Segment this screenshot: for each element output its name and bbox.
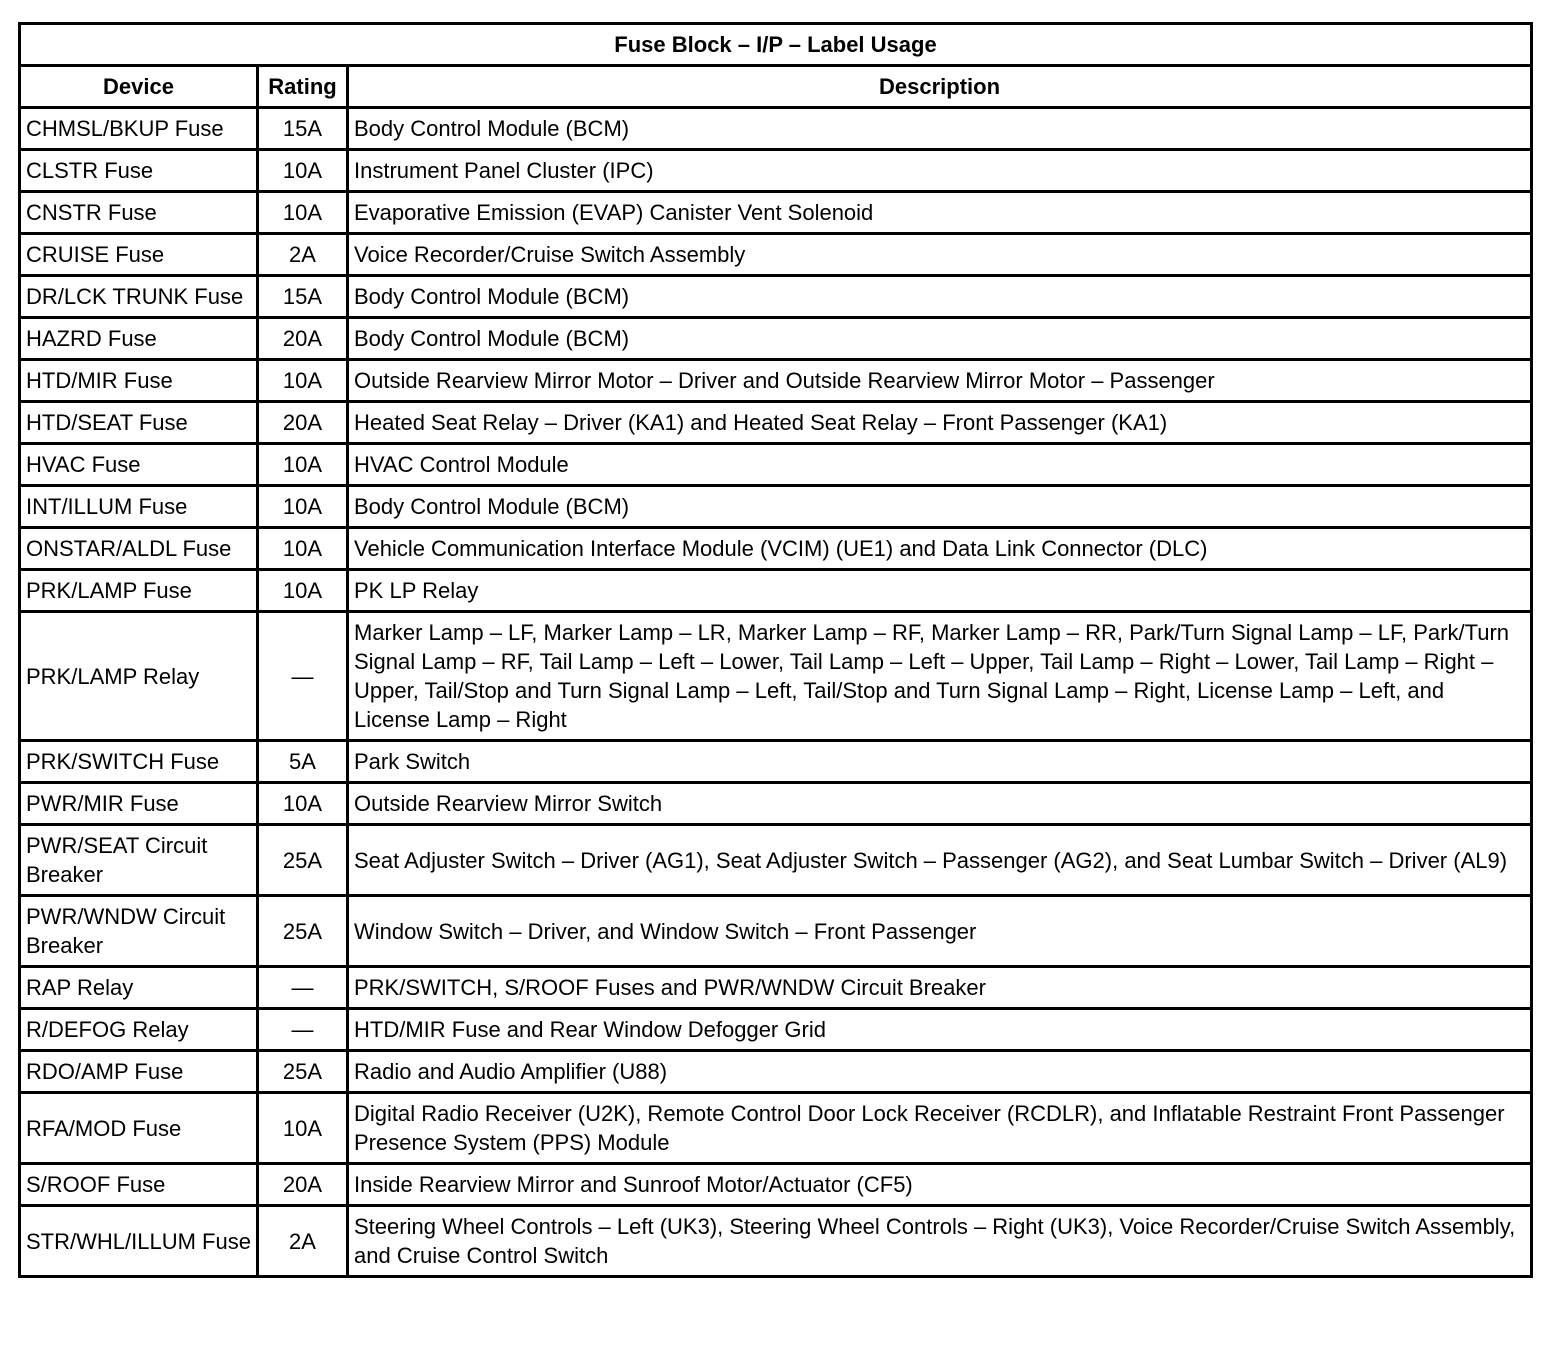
header-description: Description — [346, 64, 1533, 109]
table-row: PWR/WNDW Circuit Breaker 25A Window Switch… — [18, 894, 1533, 968]
description-cell: Body Control Module (BCM) — [346, 316, 1533, 361]
description-cell: Vehicle Communication Interface Module (… — [346, 526, 1533, 571]
rating-cell: 5A — [256, 739, 349, 784]
rating-cell: 10A — [256, 781, 349, 826]
rating-cell: 10A — [256, 358, 349, 403]
device-cell: CLSTR Fuse — [18, 148, 259, 193]
table-row: STR/WHL/ILLUM Fuse 2A Steering Wheel Contr… — [18, 1204, 1533, 1278]
description-cell: PRK/SWITCH, S/ROOF Fuses and PWR/WNDW Ci… — [346, 965, 1533, 1010]
description-cell: Instrument Panel Cluster (IPC) — [346, 148, 1533, 193]
device-cell: RAP Relay — [18, 965, 259, 1010]
device-cell: PRK/SWITCH Fuse — [18, 739, 259, 784]
header-rating: Rating — [256, 64, 349, 109]
table-row: HTD/MIR Fuse 10A Outside Rearview Mirror M… — [18, 358, 1533, 403]
rating-cell: 2A — [256, 1204, 349, 1278]
device-cell: INT/ILLUM Fuse — [18, 484, 259, 529]
table-row: PWR/SEAT Circuit Breaker 25A Seat Adjuster… — [18, 823, 1533, 897]
rating-cell: 10A — [256, 484, 349, 529]
rating-cell: 25A — [256, 1049, 349, 1094]
table-row: RDO/AMP Fuse 25A Radio and Audio Amplifier… — [18, 1049, 1533, 1094]
device-cell: RFA/MOD Fuse — [18, 1091, 259, 1165]
device-cell: HAZRD Fuse — [18, 316, 259, 361]
device-cell: HVAC Fuse — [18, 442, 259, 487]
table-row: ONSTAR/ALDL Fuse 10A Vehicle Communication… — [18, 526, 1533, 571]
rating-cell: 15A — [256, 106, 349, 151]
rating-cell: 2A — [256, 232, 349, 277]
table-row: RFA/MOD Fuse 10A Digital Radio Receiver (U… — [18, 1091, 1533, 1165]
description-cell: Digital Radio Receiver (U2K), Remote Con… — [346, 1091, 1533, 1165]
table-row: DR/LCK TRUNK Fuse 15A Body Control Module … — [18, 274, 1533, 319]
description-cell: Steering Wheel Controls – Left (UK3), St… — [346, 1204, 1533, 1278]
table-title: Fuse Block – I/P – Label Usage — [18, 22, 1533, 67]
rating-cell: 15A — [256, 274, 349, 319]
device-cell: PWR/SEAT Circuit Breaker — [18, 823, 259, 897]
table-row: HTD/SEAT Fuse 20A Heated Seat Relay – Driv… — [18, 400, 1533, 445]
table-row: PRK/LAMP Relay — Marker Lamp – LF, Marker … — [18, 610, 1533, 742]
rating-cell: 10A — [256, 526, 349, 571]
device-cell: CNSTR Fuse — [18, 190, 259, 235]
device-cell: STR/WHL/ILLUM Fuse — [18, 1204, 259, 1278]
rating-cell: 20A — [256, 400, 349, 445]
device-cell: RDO/AMP Fuse — [18, 1049, 259, 1094]
rating-cell: 10A — [256, 1091, 349, 1165]
device-cell: R/DEFOG Relay — [18, 1007, 259, 1052]
rating-cell: 10A — [256, 568, 349, 613]
rating-cell: 10A — [256, 442, 349, 487]
header-device: Device — [18, 64, 259, 109]
description-cell: Outside Rearview Mirror Switch — [346, 781, 1533, 826]
description-cell: Outside Rearview Mirror Motor – Driver a… — [346, 358, 1533, 403]
rating-cell: — — [256, 1007, 349, 1052]
description-cell: Body Control Module (BCM) — [346, 106, 1533, 151]
table-row: INT/ILLUM Fuse 10A Body Control Module (BC… — [18, 484, 1533, 529]
device-cell: DR/LCK TRUNK Fuse — [18, 274, 259, 319]
table-row: PWR/MIR Fuse 10A Outside Rearview Mirror S… — [18, 781, 1533, 826]
table-row: RAP Relay — PRK/SWITCH, S/ROOF Fuses and P… — [18, 965, 1533, 1010]
device-cell: HTD/MIR Fuse — [18, 358, 259, 403]
table-row: CRUISE Fuse 2A Voice Recorder/Cruise Switc… — [18, 232, 1533, 277]
table-row: S/ROOF Fuse 20A Inside Rearview Mirror and… — [18, 1162, 1533, 1207]
device-cell: PWR/WNDW Circuit Breaker — [18, 894, 259, 968]
device-cell: PRK/LAMP Fuse — [18, 568, 259, 613]
description-cell: Seat Adjuster Switch – Driver (AG1), Sea… — [346, 823, 1533, 897]
description-cell: Marker Lamp – LF, Marker Lamp – LR, Mark… — [346, 610, 1533, 742]
fuse-label-usage-table: Fuse Block – I/P – Label Usage Device Ra… — [18, 22, 1533, 1278]
table-row: CNSTR Fuse 10A Evaporative Emission (EVAP)… — [18, 190, 1533, 235]
device-cell: PWR/MIR Fuse — [18, 781, 259, 826]
rating-cell: 10A — [256, 148, 349, 193]
description-cell: Inside Rearview Mirror and Sunroof Motor… — [346, 1162, 1533, 1207]
table-row: R/DEFOG Relay — HTD/MIR Fuse and Rear Wind… — [18, 1007, 1533, 1052]
device-cell: CHMSL/BKUP Fuse — [18, 106, 259, 151]
device-cell: S/ROOF Fuse — [18, 1162, 259, 1207]
description-cell: Window Switch – Driver, and Window Switc… — [346, 894, 1533, 968]
rating-cell: 20A — [256, 1162, 349, 1207]
device-cell: HTD/SEAT Fuse — [18, 400, 259, 445]
rating-cell: — — [256, 610, 349, 742]
table-row: CHMSL/BKUP Fuse 15A Body Control Module (B… — [18, 106, 1533, 151]
description-cell: Evaporative Emission (EVAP) Canister Ven… — [346, 190, 1533, 235]
rating-cell: 10A — [256, 190, 349, 235]
device-cell: PRK/LAMP Relay — [18, 610, 259, 742]
description-cell: PK LP Relay — [346, 568, 1533, 613]
table-row: HAZRD Fuse 20A Body Control Module (BCM) — [18, 316, 1533, 361]
description-cell: Voice Recorder/Cruise Switch Assembly — [346, 232, 1533, 277]
description-cell: Heated Seat Relay – Driver (KA1) and Hea… — [346, 400, 1533, 445]
device-cell: CRUISE Fuse — [18, 232, 259, 277]
rating-cell: 25A — [256, 823, 349, 897]
description-cell: Park Switch — [346, 739, 1533, 784]
table-row: CLSTR Fuse 10A Instrument Panel Cluster (I… — [18, 148, 1533, 193]
rating-cell: 20A — [256, 316, 349, 361]
rating-cell: — — [256, 965, 349, 1010]
table-row: PRK/LAMP Fuse 10A PK LP Relay — [18, 568, 1533, 613]
rating-cell: 25A — [256, 894, 349, 968]
device-cell: ONSTAR/ALDL Fuse — [18, 526, 259, 571]
table-row: PRK/SWITCH Fuse 5A Park Switch — [18, 739, 1533, 784]
description-cell: HVAC Control Module — [346, 442, 1533, 487]
description-cell: HTD/MIR Fuse and Rear Window Defogger Gr… — [346, 1007, 1533, 1052]
table-row: HVAC Fuse 10A HVAC Control Module — [18, 442, 1533, 487]
description-cell: Body Control Module (BCM) — [346, 484, 1533, 529]
description-cell: Radio and Audio Amplifier (U88) — [346, 1049, 1533, 1094]
description-cell: Body Control Module (BCM) — [346, 274, 1533, 319]
